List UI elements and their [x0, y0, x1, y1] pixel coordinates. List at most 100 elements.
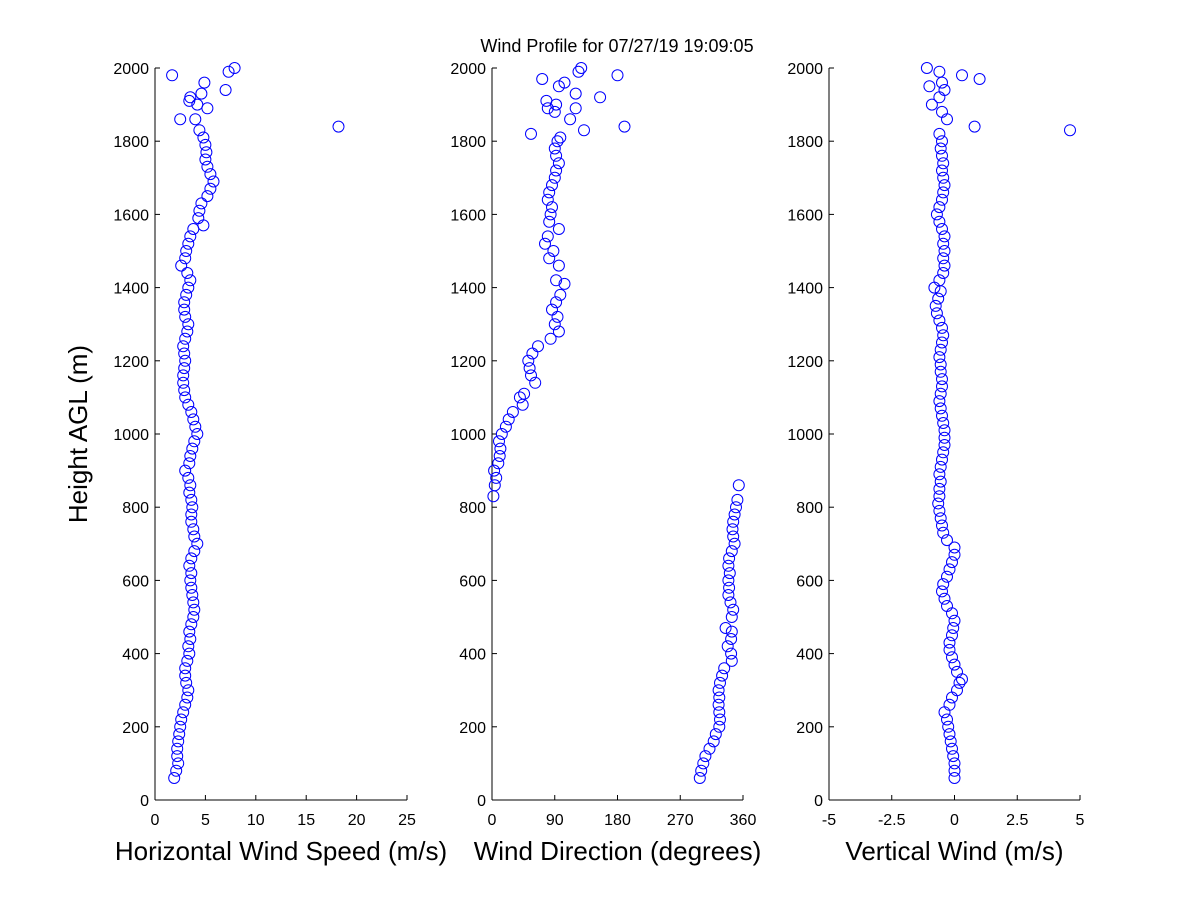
data-point: [552, 259, 565, 272]
data-point: [173, 728, 186, 741]
data-point: [934, 343, 947, 356]
data-point: [934, 387, 947, 400]
data-point: [943, 563, 956, 576]
data-point: [192, 212, 205, 225]
data-point: [948, 764, 961, 777]
data-point: [186, 589, 199, 601]
data-point: [175, 259, 188, 272]
data-point: [941, 600, 953, 612]
data-point: [722, 574, 735, 587]
data-point: [183, 625, 196, 638]
data-point: [178, 296, 191, 309]
data-point: [188, 435, 201, 448]
y-tick-label: 200: [459, 720, 486, 737]
data-point: [168, 772, 181, 784]
y-tick-label: 800: [122, 500, 149, 517]
data-point: [177, 369, 190, 382]
data-point: [174, 113, 187, 126]
data-point: [936, 453, 948, 466]
data-point: [178, 347, 191, 360]
data-point: [186, 501, 199, 514]
data-point: [937, 526, 950, 539]
x-tick-label: 25: [398, 812, 416, 829]
data-point: [933, 314, 946, 327]
data-point: [195, 197, 208, 210]
data-point: [185, 406, 198, 418]
x-tick-label: 0: [488, 812, 497, 829]
data-point: [938, 592, 951, 605]
data-point: [183, 457, 196, 470]
y-tick-label: 2000: [787, 61, 823, 78]
data-point: [181, 267, 194, 279]
data-point: [943, 698, 956, 711]
data-point: [943, 636, 956, 649]
data-point: [932, 292, 945, 305]
data-point: [948, 541, 961, 554]
data-point: [550, 296, 563, 309]
data-point: [938, 230, 951, 243]
data-point: [166, 69, 179, 82]
data-point: [713, 691, 726, 704]
data-point: [488, 479, 501, 492]
y-tick-label: 400: [459, 647, 486, 664]
data-point: [219, 84, 232, 96]
data-point: [544, 208, 557, 221]
data-point: [179, 464, 192, 477]
data-point: [934, 142, 947, 155]
x-tick-label: 270: [667, 812, 694, 829]
data-point: [199, 153, 212, 166]
y-tick-label: 1200: [450, 354, 486, 371]
data-point: [936, 380, 948, 393]
data-point: [198, 76, 211, 89]
y-axis-label: Height AGL (m): [63, 345, 93, 523]
data-point: [920, 62, 933, 74]
data-point: [184, 91, 197, 104]
x-axis-label: Vertical Wind (m/s): [845, 836, 1063, 866]
data-point: [199, 138, 212, 151]
data-point: [578, 124, 590, 137]
data-points: [166, 62, 345, 784]
data-point: [713, 720, 726, 733]
y-tick-label: 400: [122, 647, 149, 664]
data-point: [719, 622, 732, 634]
data-point: [943, 728, 956, 741]
data-point: [490, 471, 503, 484]
data-point: [222, 65, 235, 78]
data-point: [181, 654, 194, 667]
data-point: [180, 288, 193, 301]
x-tick-label: 5: [201, 812, 210, 829]
data-point: [938, 431, 951, 444]
data-point: [525, 369, 537, 382]
data-point: [552, 325, 565, 338]
data-point: [930, 208, 943, 221]
data-point: [936, 223, 948, 235]
y-tick-label: 1800: [450, 134, 486, 151]
data-point: [185, 552, 198, 565]
data-point: [191, 537, 204, 550]
data-point: [185, 618, 198, 631]
data-point: [930, 307, 943, 320]
data-point: [558, 76, 571, 89]
data-point: [724, 596, 737, 609]
data-point: [937, 267, 950, 279]
data-point: [546, 303, 558, 316]
data-point: [938, 179, 951, 192]
y-tick-label: 1000: [787, 427, 823, 444]
data-point: [936, 519, 948, 532]
x-tick-label: 90: [546, 812, 564, 829]
data-point: [944, 735, 957, 748]
x-tick-label: 0: [151, 812, 160, 829]
data-point: [948, 757, 961, 770]
data-point: [181, 325, 194, 338]
data-point: [572, 65, 585, 78]
data-point: [179, 310, 192, 323]
data-point: [564, 113, 577, 126]
data-point: [179, 698, 192, 711]
data-point: [178, 303, 191, 316]
x-tick-label: -2.5: [878, 812, 906, 829]
data-point: [718, 662, 731, 675]
data-point: [539, 237, 551, 250]
data-point: [171, 742, 184, 755]
data-point: [548, 105, 561, 118]
data-point: [929, 299, 942, 312]
